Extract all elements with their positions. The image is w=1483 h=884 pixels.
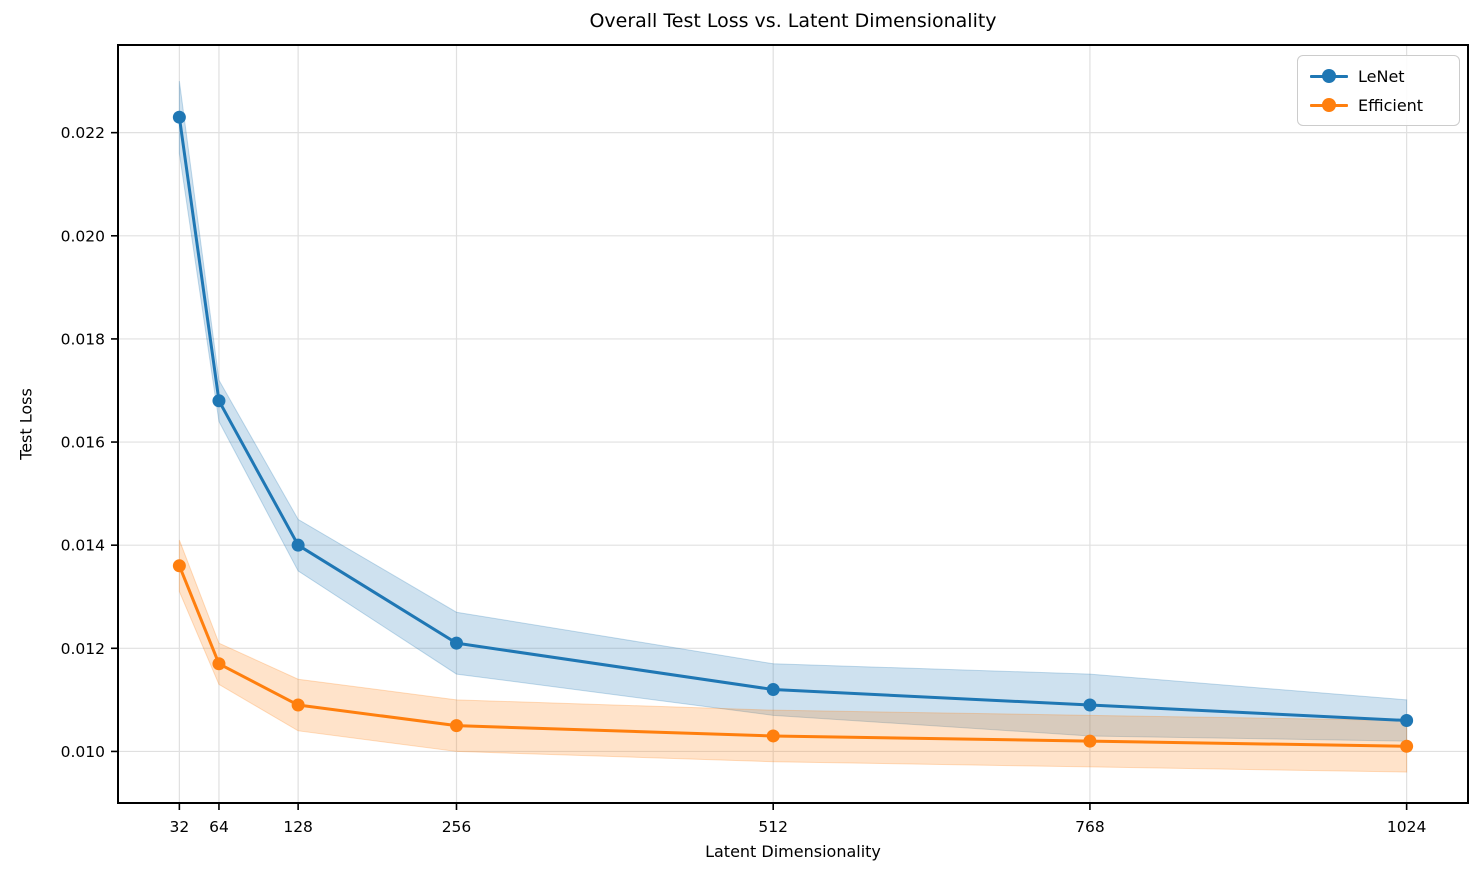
data-point-marker — [291, 538, 305, 552]
data-point-marker — [1083, 734, 1097, 748]
data-point-marker — [291, 698, 305, 712]
x-tick-label: 512 — [758, 818, 788, 836]
data-point-marker — [212, 657, 226, 671]
x-tick-label: 32 — [169, 818, 189, 836]
y-tick-label: 0.010 — [61, 743, 105, 761]
data-point-marker — [1400, 739, 1414, 753]
data-point-marker — [1400, 713, 1414, 727]
y-tick-label: 0.016 — [61, 434, 105, 452]
x-tick-label: 64 — [209, 818, 229, 836]
y-tick-label: 0.022 — [61, 124, 105, 142]
chart-title: Overall Test Loss vs. Latent Dimensional… — [589, 10, 997, 32]
plot-frame — [117, 44, 1469, 804]
data-point-marker — [766, 683, 780, 697]
y-tick-label: 0.020 — [61, 227, 105, 245]
y-tick-label: 0.018 — [61, 330, 105, 348]
legend-line-marker-swatch — [1310, 69, 1348, 83]
data-point-marker — [172, 110, 186, 124]
legend: LeNet Efficient — [1297, 55, 1460, 126]
y-axis-label: Test Loss — [16, 388, 36, 460]
y-tick-label: 0.012 — [61, 640, 105, 658]
legend-label: Efficient — [1358, 95, 1424, 115]
series-line — [177, 116, 1407, 722]
data-point-marker — [766, 729, 780, 743]
series-band — [178, 539, 1408, 773]
x-axis-label: Latent Dimensionality — [705, 842, 881, 861]
legend-label: LeNet — [1358, 66, 1405, 86]
x-tick-label: 128 — [283, 818, 313, 836]
data-point-marker — [212, 394, 226, 408]
y-tick-label: 0.014 — [61, 537, 105, 555]
legend-line-marker-swatch — [1310, 98, 1348, 112]
legend-item-lenet: LeNet — [1310, 65, 1447, 87]
data-point-marker — [449, 719, 463, 733]
x-tick-label: 1024 — [1387, 818, 1426, 836]
data-point-marker — [449, 636, 463, 650]
data-point-marker — [172, 559, 186, 573]
data-point-marker — [1083, 698, 1097, 712]
legend-item-efficient: Efficient — [1310, 94, 1447, 116]
x-tick-label: 768 — [1075, 818, 1105, 836]
x-tick-label: 256 — [442, 818, 472, 836]
series-band — [178, 81, 1408, 742]
